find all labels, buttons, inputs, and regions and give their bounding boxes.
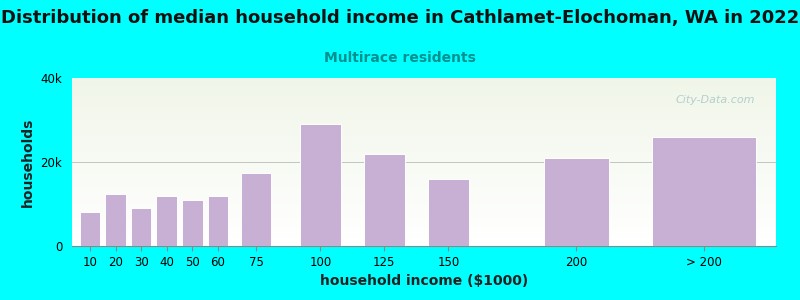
Y-axis label: households: households	[21, 117, 35, 207]
Bar	[363, 154, 405, 246]
Bar	[207, 196, 228, 246]
Bar	[130, 208, 151, 246]
Text: Multirace residents: Multirace residents	[324, 51, 476, 65]
Bar	[299, 124, 341, 246]
Bar	[242, 172, 271, 246]
Bar	[544, 158, 609, 246]
Bar	[653, 137, 756, 246]
Bar	[182, 200, 202, 246]
X-axis label: household income ($1000): household income ($1000)	[320, 274, 528, 288]
Text: Distribution of median household income in Cathlamet-Elochoman, WA in 2022: Distribution of median household income …	[1, 9, 799, 27]
Bar	[79, 212, 100, 246]
Bar	[427, 179, 469, 246]
Bar	[156, 196, 177, 246]
Bar	[105, 194, 126, 246]
Text: City-Data.com: City-Data.com	[675, 95, 755, 105]
